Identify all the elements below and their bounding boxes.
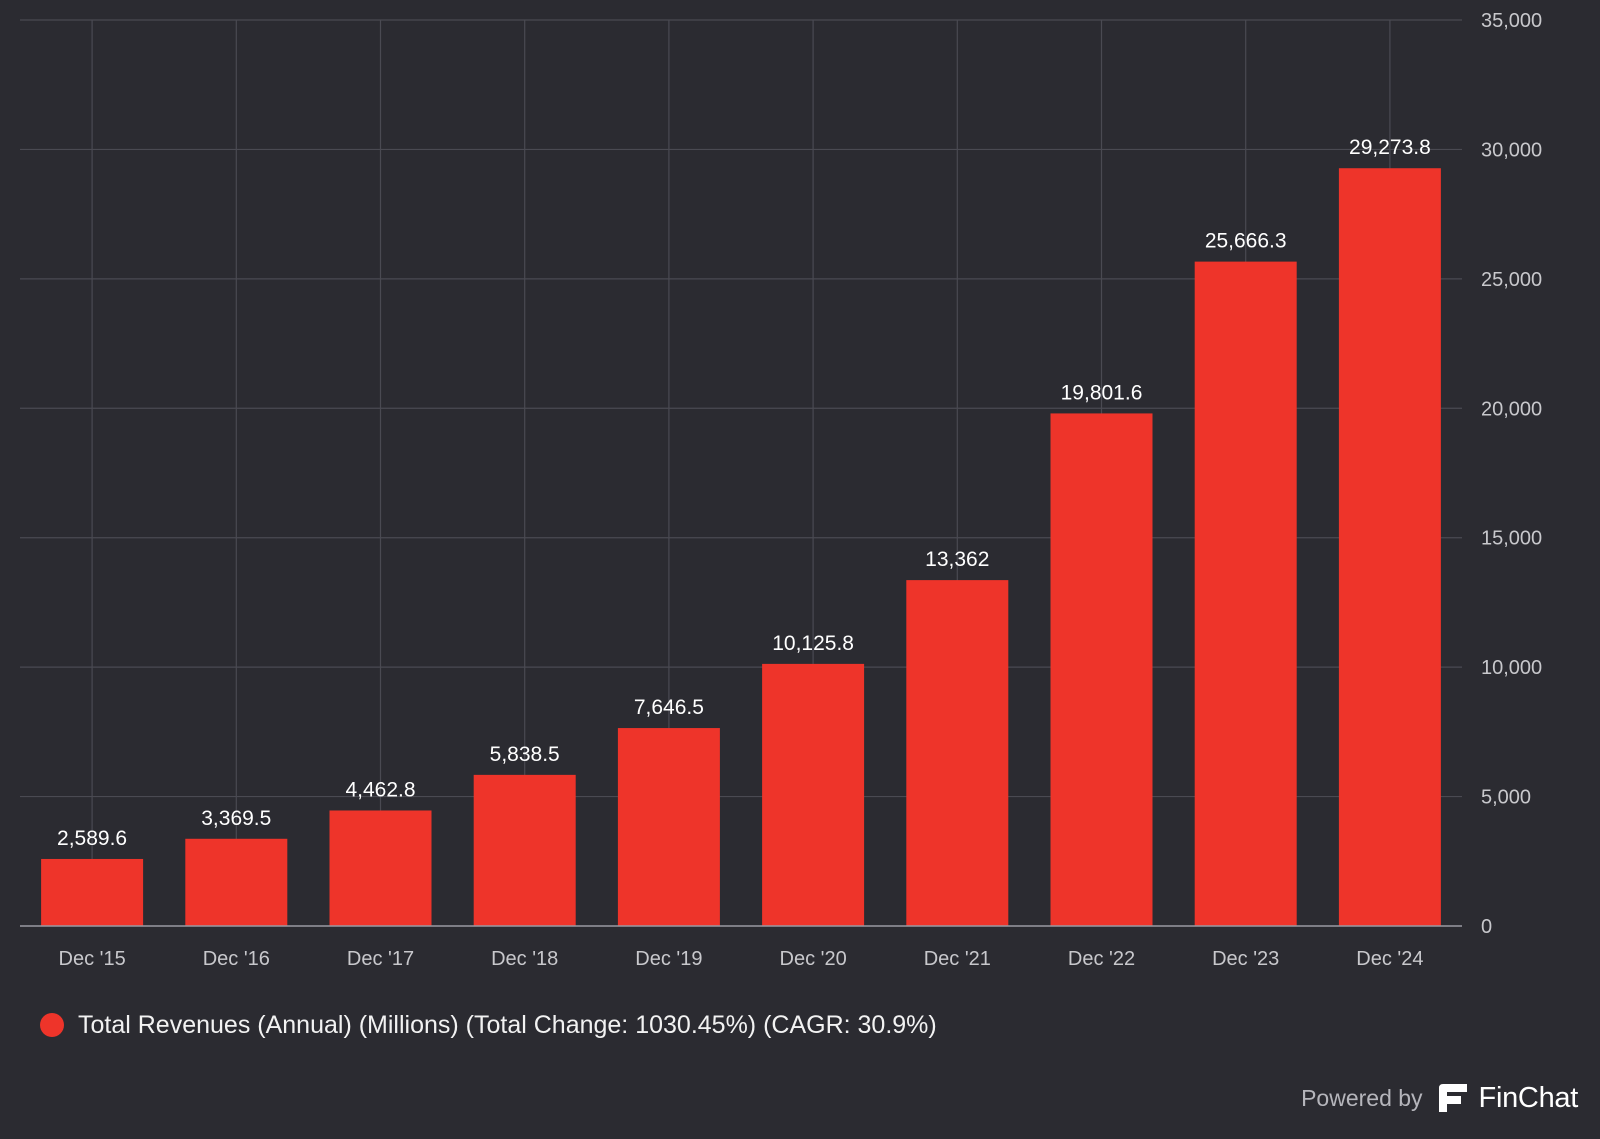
bar-data-label: 5,838.5 (490, 743, 560, 766)
bar (1050, 413, 1153, 926)
x-tick-label: Dec '17 (347, 948, 414, 970)
bar (762, 663, 865, 926)
bar-labels-group: 2,589.6 3,369.5 4,462.8 5,838.5 7,646.5 10,12… (57, 136, 1431, 850)
bar-data-label: 7,646.5 (634, 696, 704, 719)
legend-marker (40, 1013, 64, 1037)
y-tick-label: 15,000 (1481, 528, 1542, 550)
finchat-logo-icon (1438, 1084, 1467, 1112)
bar (185, 838, 288, 926)
bar-data-label: 3,369.5 (201, 807, 271, 830)
x-tick-label: Dec '15 (59, 948, 126, 970)
bar (1194, 261, 1297, 926)
bar (617, 728, 720, 926)
bar (329, 810, 432, 926)
legend-label: Total Revenues (Annual) (Millions) (Tota… (78, 1010, 937, 1039)
bar (473, 774, 576, 926)
x-tick-label: Dec '20 (780, 948, 847, 970)
bar (1338, 168, 1441, 926)
legend[interactable]: Total Revenues (Annual) (Millions) (Tota… (40, 1010, 937, 1040)
y-tick-label: 10,000 (1481, 657, 1542, 679)
y-tick-label: 0 (1481, 916, 1492, 938)
bar-data-label: 29,273.8 (1349, 136, 1431, 159)
y-tick-label: 5,000 (1481, 787, 1531, 809)
x-tick-label: Dec '23 (1212, 948, 1279, 970)
bar (41, 858, 144, 926)
y-axis-tick-labels: 0 5,000 10,000 15,000 20,000 25,000 30,000 35,0… (1481, 10, 1542, 938)
x-tick-label: Dec '19 (635, 948, 702, 970)
bar-data-label: 19,801.6 (1061, 381, 1143, 404)
y-tick-label: 35,000 (1481, 10, 1542, 32)
x-tick-label: Dec '22 (1068, 948, 1135, 970)
bars-group (41, 168, 1441, 926)
x-tick-label: Dec '21 (924, 948, 991, 970)
y-tick-label: 20,000 (1481, 398, 1542, 420)
bar (906, 580, 1009, 926)
y-tick-label: 30,000 (1481, 139, 1542, 161)
bar-data-label: 10,125.8 (772, 632, 854, 655)
x-axis-tick-labels: Dec '15 Dec '16 Dec '17 Dec '18 Dec '19 Dec '… (59, 948, 1424, 970)
powered-by-label: Powered by (1301, 1084, 1423, 1111)
bar-data-label: 25,666.3 (1205, 230, 1287, 253)
x-tick-label: Dec '16 (203, 948, 270, 970)
bar-data-label: 13,362 (925, 548, 989, 571)
horizontal-gridlines (20, 19, 1462, 798)
bar-data-label: 4,462.8 (345, 778, 415, 801)
bar-data-label: 2,589.6 (57, 827, 127, 850)
powered-by-footer[interactable]: Powered by FinChat (1301, 1078, 1578, 1118)
x-tick-label: Dec '24 (1356, 948, 1423, 970)
x-tick-label: Dec '18 (491, 948, 558, 970)
y-tick-label: 25,000 (1481, 269, 1542, 291)
brand-name: FinChat (1478, 1081, 1579, 1114)
